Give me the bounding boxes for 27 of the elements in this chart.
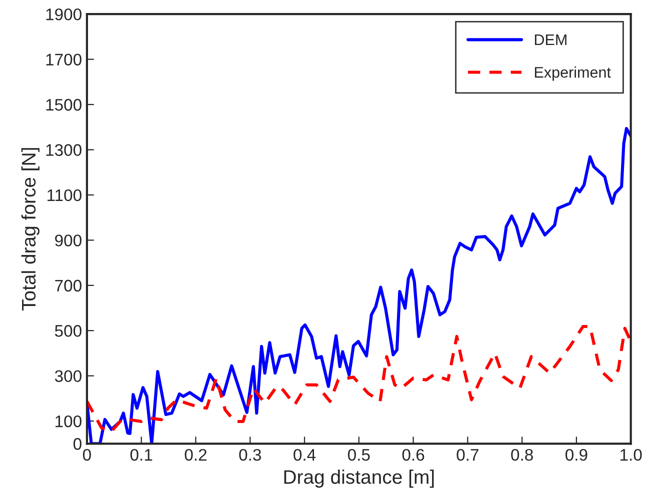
y-tick-label: 100 [56,415,82,428]
x-tick-label: 0.5 [348,448,370,461]
x-tick-label: 1.0 [620,448,642,461]
x-axis-title: Drag distance [m] [284,470,434,488]
y-tick-label: 1100 [48,189,82,202]
x-tick-label: 0 [82,448,91,461]
y-tick-label: 500 [54,325,82,337]
x-tick-label: 0.9 [566,448,588,461]
y-tick-label: 1700 [46,54,82,66]
y-tick-label: 300 [54,370,82,382]
x-tick-label: 0.3 [239,448,261,461]
legend-label: Experiment [534,66,611,81]
x-tick-label: 0.7 [456,448,478,461]
y-tick-label: 700 [55,280,82,292]
x-tick-label: 0.4 [294,448,316,461]
line-series [86,325,631,433]
x-tick-label: 0.2 [184,448,206,461]
y-axis-title: Total drag force [N] [21,148,40,311]
y-tick-label: 0 [73,438,82,450]
y-tick-label: 1500 [46,98,82,111]
x-tick-label: 0.1 [130,448,152,461]
y-tick-label: 900 [55,234,82,246]
y-tick-label: 1300 [46,144,82,156]
legend-label: DEM [534,34,566,46]
x-tick-label: 0.8 [511,448,533,461]
x-tick-label: 0.6 [402,448,424,461]
y-tick-label: 1900 [46,8,82,20]
